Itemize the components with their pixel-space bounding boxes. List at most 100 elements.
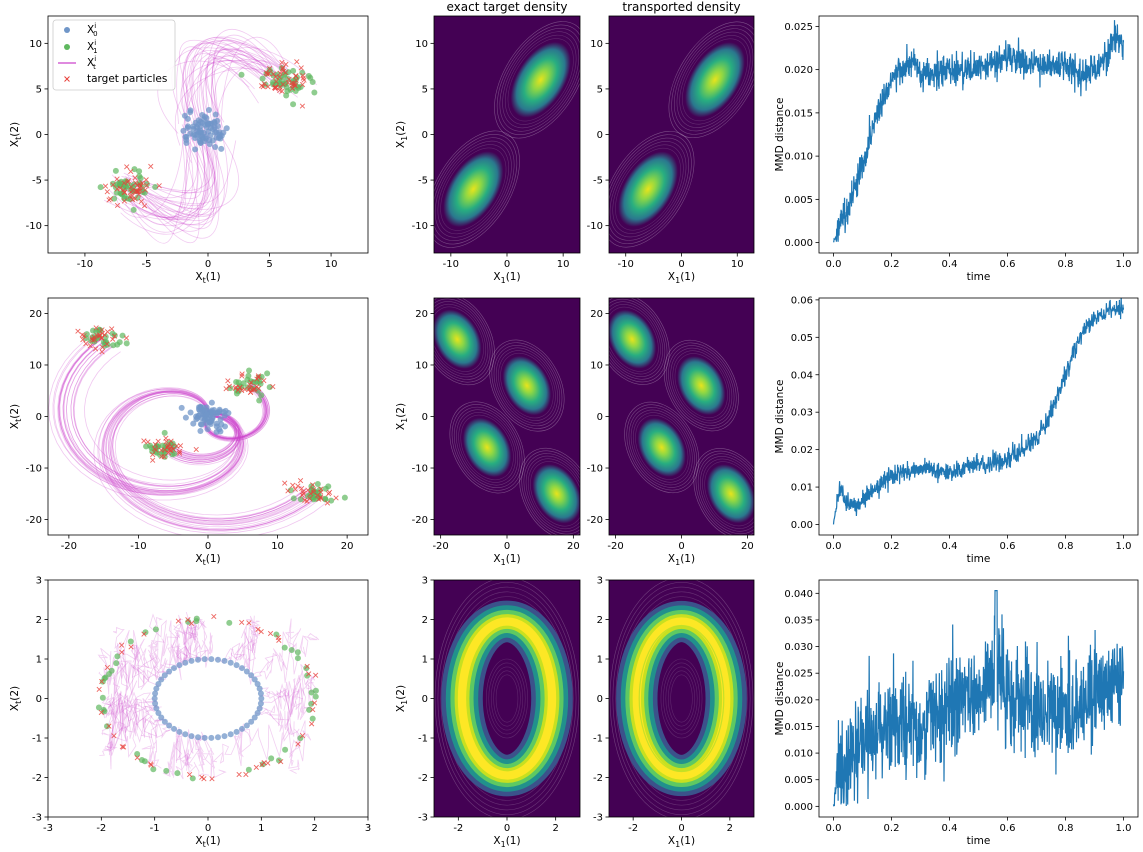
- x0-particle: [217, 416, 224, 423]
- target-particle: [300, 73, 306, 79]
- trajectory-curve: [200, 57, 259, 127]
- target-particle: [132, 180, 139, 186]
- x0-particle: [192, 146, 199, 153]
- density-ex-1-xtick-label: 20: [567, 541, 580, 552]
- traj-1-xtick-label: -20: [61, 541, 77, 552]
- trajectory-curve: [255, 701, 312, 762]
- target-particle: [294, 59, 300, 65]
- trajectory-curve: [52, 334, 241, 495]
- mmd-xlabel-0: time: [967, 271, 991, 283]
- density-mode: [494, 21, 580, 139]
- target-particle: [267, 630, 274, 637]
- traj-1-ytick-label: 0: [36, 412, 42, 423]
- target-particle: [324, 500, 331, 506]
- target-particle: [83, 340, 89, 347]
- mmd-2-ytick-label: 0.030: [784, 642, 813, 653]
- x0-particle: [188, 733, 195, 740]
- target-particle: [318, 494, 324, 500]
- density-contour: [630, 409, 693, 486]
- target-particle: [280, 65, 286, 71]
- x0-particle: [251, 714, 258, 721]
- density-contour: [440, 586, 574, 811]
- density-contour: [451, 404, 523, 491]
- target-particle: [289, 85, 296, 91]
- x0-particle: [180, 127, 187, 134]
- target-particle: [243, 771, 249, 778]
- target-particle: [128, 184, 134, 190]
- mmd-panel-2: 0.0 0.2 0.4 0.6 0.8 1.0 0.000 0.005 0.010 0.015 0.…: [774, 579, 1139, 847]
- density-contour: [434, 137, 515, 241]
- target-particle: [102, 332, 108, 338]
- trajectory-curve: [65, 341, 245, 492]
- traj-ylabel-2-sub: t: [14, 701, 23, 704]
- x1-particle: [258, 392, 265, 399]
- x0-particle: [158, 676, 165, 683]
- x1-particle: [290, 495, 297, 502]
- target-particle: [121, 198, 128, 204]
- density-xlabel-tr-1-arg: (1): [680, 553, 695, 565]
- x0-particle: [213, 423, 220, 430]
- x0-particle: [182, 731, 189, 738]
- target-particle: [253, 764, 259, 771]
- density-tr-2-ytick-label: 1: [597, 655, 603, 666]
- traj-ylabel-0-base: X: [9, 140, 21, 147]
- target-particle: [134, 755, 140, 761]
- density-blob: [532, 464, 580, 524]
- trajectory-curve: [134, 136, 198, 199]
- density-ylabel-2: X1(2): [395, 685, 409, 712]
- density-ex-2-xtick-label: 0: [504, 823, 510, 834]
- legend-target-label: target particles: [87, 73, 167, 85]
- density-ylabel-2-sub: 1: [400, 700, 409, 705]
- trajectory-curve: [130, 118, 199, 233]
- trajectory-curve: [132, 124, 216, 216]
- target-particle: [104, 341, 110, 347]
- mmd-2-xtick-label: 0.4: [942, 823, 958, 834]
- target-particle: [111, 333, 118, 339]
- trajectory-curve: [120, 129, 205, 235]
- density-ex-0-xtick-label: 0: [504, 259, 510, 270]
- density-contour: [697, 453, 754, 535]
- density-ex-1-ytick-label: 0: [422, 412, 428, 423]
- density-contour: [502, 31, 580, 129]
- target-particle: [310, 482, 316, 488]
- x1-particle: [104, 723, 111, 730]
- x1-particle: [123, 340, 130, 347]
- density-tr-2-ytick-label: 2: [597, 615, 603, 626]
- target-particle: [239, 387, 245, 394]
- x0-particle: [178, 404, 185, 411]
- density-plot-area-ex-0: [434, 16, 580, 253]
- target-particle: [129, 187, 136, 194]
- trajectory-curve: [195, 731, 227, 781]
- x0-particle: [193, 413, 200, 420]
- legend-xt-sub: t: [93, 63, 96, 71]
- traj-xlabel-1-arg: (1): [206, 553, 221, 565]
- mmd-0-ytick-label: 0.000: [784, 238, 813, 249]
- mmd-2-ytick-label: 0.020: [784, 695, 813, 706]
- mmd-2-ytick-label: 0.010: [784, 749, 813, 760]
- target-particle: [134, 182, 141, 189]
- density-xlabel-tr-1: X1(1): [668, 553, 695, 567]
- x0-particle: [152, 690, 159, 697]
- target-particle: [333, 495, 339, 501]
- density-contour: [609, 130, 695, 248]
- x0-particle: [182, 414, 189, 421]
- density-contour: [498, 350, 556, 421]
- trajectory-curve: [73, 346, 241, 487]
- density-ylabel-0-sub: 1: [400, 136, 409, 141]
- mmd-panel-0: 0.0 0.2 0.4 0.6 0.8 1.0 0.000 0.005 0.010 0.015 0.…: [774, 15, 1139, 283]
- target-particle: [119, 642, 125, 648]
- trajectory-curve: [185, 42, 265, 126]
- mmd-line: [832, 20, 1125, 243]
- density-xlabel-tr-2-sub: 1: [675, 840, 680, 849]
- trajectory-curve: [162, 731, 204, 778]
- x1-particle: [288, 647, 295, 654]
- target-particle: [132, 196, 138, 202]
- density-ex-0-ytick-label: 5: [422, 84, 428, 95]
- x1-particle: [95, 704, 102, 711]
- density-mode: [519, 447, 580, 535]
- density-tr-2-xtick-label: -2: [628, 823, 638, 834]
- density-contour: [667, 670, 696, 727]
- traj-2-ytick-label: -1: [32, 734, 42, 745]
- mmd-2-ytick-label: 0.035: [784, 615, 813, 626]
- trajectory-curve: [135, 133, 208, 218]
